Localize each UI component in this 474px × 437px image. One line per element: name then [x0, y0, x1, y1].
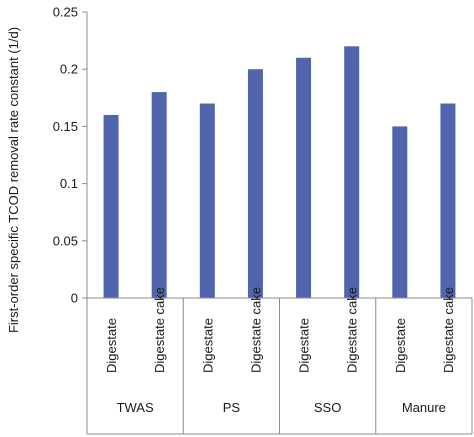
bar [344, 46, 360, 298]
bar [199, 103, 215, 299]
category-label: Digestate cake [345, 287, 360, 373]
category-label: Digestate [297, 318, 312, 373]
category-label: Digestate [393, 318, 408, 373]
y-tick-label: 0 [71, 291, 78, 306]
category-label: Digestate cake [152, 287, 167, 373]
group-label: Manure [402, 400, 446, 415]
y-tick-label: 0.1 [60, 176, 78, 191]
category-label: Digestate cake [441, 287, 456, 373]
bar [247, 69, 263, 298]
category-label: Digestate [200, 318, 215, 373]
bar [103, 114, 119, 299]
y-tick-label: 0.2 [60, 62, 78, 77]
bars [103, 46, 456, 299]
y-tick-label: 0.05 [53, 233, 78, 248]
axes [86, 12, 473, 435]
y-tick-label: 0.15 [53, 119, 78, 134]
y-axis-ticks: 0 0.05 0.1 0.15 0.2 0.25 [53, 5, 87, 306]
bar [440, 103, 456, 299]
y-axis-title: First-order specific TCOD removal rate c… [6, 27, 21, 333]
group-label: TWAS [117, 400, 154, 415]
category-labels: Digestate Digestate cake Digestate Digestat… [104, 287, 456, 373]
category-label: Digestate [104, 318, 119, 373]
bar [151, 92, 167, 298]
y-tick-label: 0.25 [53, 5, 78, 20]
group-label: PS [223, 400, 241, 415]
group-labels: TWAS PS SSO Manure [117, 400, 446, 415]
bar [392, 126, 408, 299]
group-label: SSO [314, 400, 341, 415]
category-label: Digestate cake [248, 287, 263, 373]
bar [296, 57, 312, 299]
